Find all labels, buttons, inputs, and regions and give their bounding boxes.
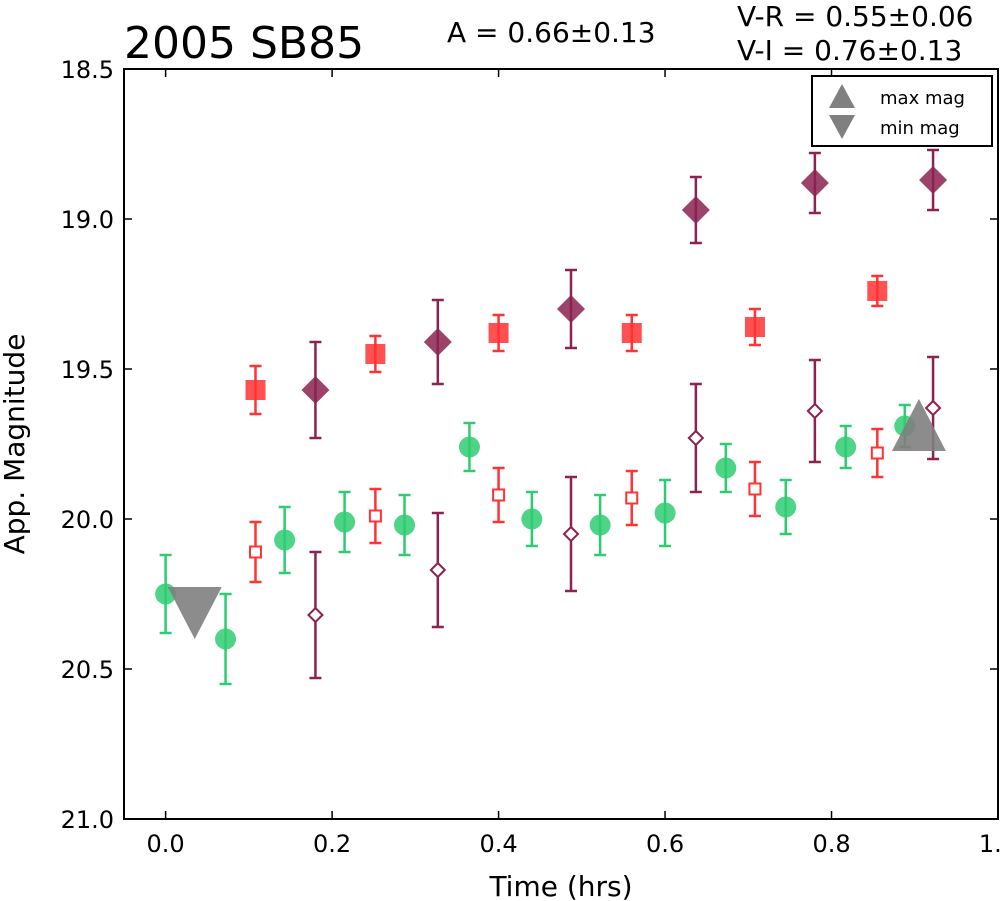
vr-color-annotation: V-R = 0.55±0.06	[737, 0, 973, 33]
plot-frame	[123, 68, 999, 820]
legend: max mag min mag	[811, 75, 993, 147]
legend-min-mag-icon	[829, 115, 855, 139]
y-axis-label: App. Magnitude	[0, 334, 31, 555]
data-point	[334, 511, 356, 533]
data-point	[744, 317, 765, 337]
y-tick-label: 20.5	[61, 656, 114, 684]
data-point	[715, 457, 737, 479]
y-tick-label: 18.5	[61, 56, 114, 84]
data-point	[365, 344, 386, 364]
data-point	[394, 514, 416, 536]
data-point	[835, 436, 857, 458]
x-tick-label: 1.0	[979, 830, 1000, 858]
legend-max-mag-icon	[829, 84, 855, 108]
data-point	[492, 488, 506, 502]
x-tick-label: 0.4	[479, 830, 517, 858]
min-mag-marker	[167, 587, 222, 639]
x-tick-label: 0.8	[812, 830, 850, 858]
legend-min-mag-label: min mag	[880, 118, 960, 139]
data-point	[562, 525, 580, 543]
data-point	[919, 166, 948, 194]
data-point	[368, 509, 382, 523]
data-point	[870, 446, 884, 460]
data-marks	[155, 148, 948, 686]
data-point	[806, 402, 824, 420]
data-point	[521, 508, 543, 530]
data-point	[423, 328, 452, 356]
x-axis-label: Time (hrs)	[488, 870, 632, 901]
x-tick-label: 0.2	[313, 830, 351, 858]
data-point	[924, 399, 942, 417]
x-tick-label: 0.6	[646, 830, 684, 858]
chart-title: 2005 SB85	[124, 18, 364, 69]
y-tick-label: 19.0	[61, 206, 114, 234]
data-point	[800, 169, 829, 197]
data-point	[589, 514, 611, 536]
y-tick-label: 19.5	[61, 356, 114, 384]
data-point	[775, 496, 797, 518]
axes: 0.0 0.2 0.4 0.6 0.8 1.0 18.5 19.0 19.5 20.0 20.5 21…	[61, 56, 1000, 858]
max-mag-marker	[891, 399, 946, 451]
data-point	[867, 281, 888, 301]
data-point	[748, 482, 762, 496]
data-point	[301, 376, 330, 404]
y-tick-label: 20.0	[61, 506, 114, 534]
amplitude-annotation: A = 0.66±0.13	[447, 16, 656, 49]
data-point	[307, 606, 324, 624]
data-point	[429, 561, 447, 579]
y-tick-label: 21.0	[61, 806, 114, 834]
data-point	[687, 429, 705, 447]
data-point	[249, 545, 263, 559]
data-point	[215, 628, 237, 650]
data-point	[654, 502, 676, 524]
data-point	[245, 380, 266, 400]
data-point	[488, 323, 509, 343]
data-point	[458, 436, 480, 458]
data-point	[625, 491, 639, 505]
data-point	[556, 295, 585, 323]
data-point	[681, 196, 710, 224]
legend-max-mag-label: max mag	[880, 88, 965, 109]
data-point	[621, 323, 642, 343]
data-point	[274, 529, 296, 551]
x-tick-label: 0.0	[147, 830, 185, 858]
vi-color-annotation: V-I = 0.76±0.13	[737, 34, 962, 67]
